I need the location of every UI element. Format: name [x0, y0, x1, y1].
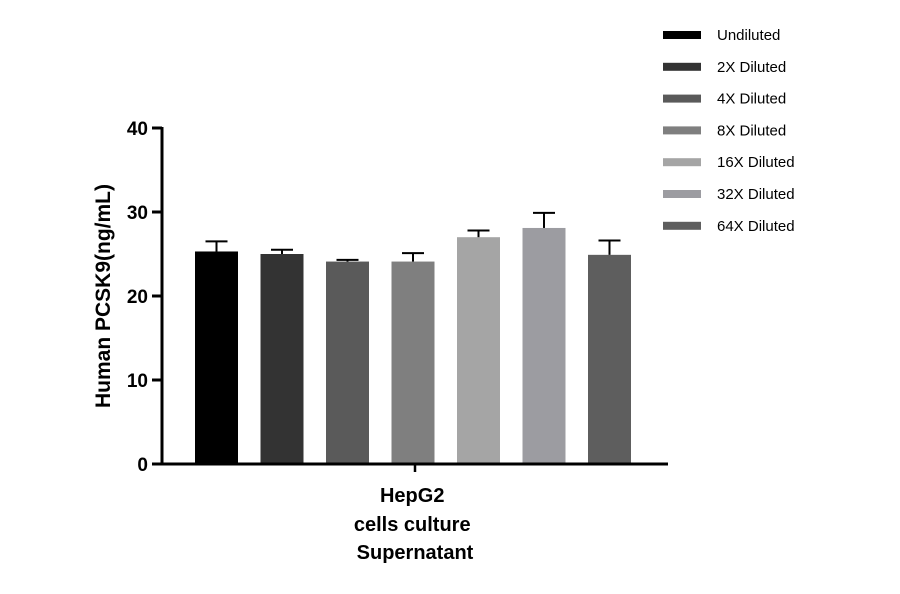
legend-label-32x-diluted: 32X Diluted — [717, 186, 795, 203]
bar-4x-diluted — [326, 261, 369, 464]
legend-swatch-16x-diluted — [663, 158, 701, 167]
bars-group — [195, 227, 631, 464]
x-category-label: HepG2 cells culture Supernatant — [354, 485, 476, 564]
x-category-line-2: cells culture — [354, 514, 471, 536]
bar-16x-diluted — [457, 237, 500, 464]
y-ticks-group: 0 10 20 30 40 — [127, 119, 162, 476]
x-category-line-3: Supernatant — [357, 542, 474, 564]
y-tick-label: 10 — [127, 371, 148, 392]
error-bars-group — [205, 211, 621, 262]
bar-64x-diluted — [588, 254, 631, 464]
y-axis-label: Human PCSK9(ng/mL) — [92, 184, 115, 408]
legend-label-8x-diluted: 8X Diluted — [717, 122, 786, 139]
legend-swatch-64x-diluted — [663, 221, 701, 230]
legend-swatch-4x-diluted — [663, 94, 701, 103]
x-category-line-1: HepG2 — [380, 485, 444, 507]
legend-label-16x-diluted: 16X Diluted — [717, 154, 795, 171]
legend-swatch-32x-diluted — [663, 190, 701, 198]
legend-swatch-8x-diluted — [663, 126, 701, 135]
bar-32x-diluted — [522, 227, 566, 464]
bar-undiluted — [195, 251, 238, 464]
legend-swatch-undiluted — [663, 31, 701, 39]
y-tick-label: 0 — [137, 455, 148, 476]
legend-label-4x-diluted: 4X Diluted — [717, 91, 786, 108]
legend-label-64x-diluted: 64X Diluted — [717, 218, 795, 235]
legend: Undiluted 2X Diluted 4X Diluted 8X Diluted 1… — [663, 27, 795, 235]
y-tick-label: 20 — [127, 287, 148, 308]
legend-label-undiluted: Undiluted — [717, 27, 780, 44]
y-tick-label: 30 — [127, 203, 148, 224]
y-tick-label: 40 — [127, 119, 148, 140]
legend-label-2x-diluted: 2X Diluted — [717, 59, 786, 76]
bar-8x-diluted — [391, 261, 435, 464]
bar-2x-diluted — [260, 254, 304, 464]
legend-swatch-2x-diluted — [663, 62, 701, 71]
